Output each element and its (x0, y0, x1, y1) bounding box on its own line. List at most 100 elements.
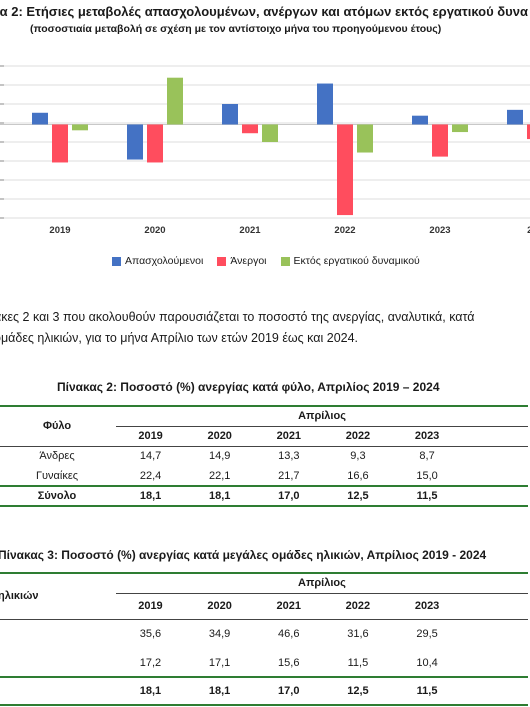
table-cell: 11,5 (416, 490, 438, 502)
legend-swatch-inactive (280, 256, 290, 266)
table-cell: 18,1 (208, 490, 231, 502)
table-cell: 12,5 (347, 685, 369, 697)
table2-total-row: Σύνολο 18,1 18,1 17,0 12,5 11,5 (0, 486, 528, 506)
table2-year: 2023 (414, 430, 440, 442)
table2-group-header: Απρίλιος (116, 406, 528, 427)
table-cell: 35,6 (139, 628, 162, 641)
table3-year: 2020 (207, 600, 232, 612)
x-tick-label: 202 (527, 225, 530, 236)
table3-total-label (0, 677, 116, 705)
table-cell: 16,6 (347, 469, 369, 482)
table-cell: 22,1 (208, 469, 231, 482)
table-cell: 21,7 (278, 469, 300, 482)
table-row: Γυναίκες 22,4 22,1 21,7 16,6 15,0 (0, 466, 528, 486)
bar-2022-series-1 (337, 124, 353, 216)
legend-swatch-employed (112, 256, 121, 266)
table2-year-row: 2019 2020 2021 2022 2023 (0, 426, 528, 446)
table-cell: 17,1 (208, 656, 231, 669)
table3-group-header: Απρίλιος (115, 573, 528, 594)
table3-year: 2023 (414, 600, 440, 612)
table-cell: 17,0 (278, 490, 300, 502)
table-cell: 18,1 (139, 685, 162, 697)
bar-2020-series-0 (127, 124, 143, 160)
chart-title: ια 2: Ετήσιες μεταβολές απασχολουμένων, … (0, 4, 528, 19)
bar-2021-series-1 (242, 124, 258, 134)
bar-202-series-0 (507, 109, 523, 125)
table2-year: 2021 (276, 430, 302, 442)
table-cell: 17,0 (278, 685, 300, 697)
bar-chart: 2019 2020 2021 2022 2023 202 (0, 65, 530, 236)
table-cell: 18,1 (139, 490, 162, 502)
table-cell: 8,7 (419, 450, 435, 463)
table-cell: 10,4 (416, 656, 438, 669)
bar-2023-series-0 (412, 115, 428, 125)
table3-title: Πίνακας 3: Ποσοστό (%) ανεργίας κατά μεγ… (0, 548, 487, 562)
bar-2023-series-2 (452, 124, 468, 133)
bar-2022-series-2 (357, 124, 373, 153)
table2-total-label: Σύνολο (37, 490, 77, 502)
x-tick-label: 2023 (429, 225, 450, 236)
table3-group-row: ηλικιών Απρίλιος (0, 573, 528, 602)
paragraph-line-1: ακες 2 και 3 που ακολουθούν παρουσιάζετα… (0, 310, 475, 324)
table2-group-row: Φύλο Απρίλιος (0, 406, 528, 432)
legend-label-inactive: Εκτός εργατικού δυναμικού (293, 255, 420, 267)
x-tick-label: 2020 (144, 225, 165, 236)
table-cell: 14,7 (139, 450, 162, 463)
table2-row-header: Φύλο (42, 420, 72, 433)
legend-item-inactive: Εκτός εργατικού δυναμικού (280, 255, 420, 267)
table-cell: 17,2 (139, 656, 162, 669)
table2-row-label: Άνδρες (39, 450, 75, 463)
x-tick-label: 2021 (239, 225, 261, 236)
legend-swatch-unemployed (217, 256, 227, 266)
table-row: 17,2 17,1 15,6 11,5 10,4 (0, 649, 528, 677)
table3-year: 2021 (276, 600, 301, 612)
table-cell: 12,5 (347, 490, 369, 502)
table3-year-row: 2019 2020 2021 2022 2023 (0, 593, 528, 619)
table3-year: 2022 (345, 600, 371, 612)
bar-2023-series-1 (432, 124, 448, 157)
x-tick-label: 2019 (49, 225, 70, 236)
table-row: Άνδρες 14,7 14,9 13,3 9,3 8,7 (0, 446, 528, 466)
table2-year: 2022 (345, 430, 371, 442)
table3-total-row: 18,1 18,1 17,0 12,5 11,5 (0, 677, 528, 705)
table-cell: 46,6 (278, 628, 300, 641)
bar-2019-series-1 (52, 124, 68, 163)
bar-2020-series-1 (147, 124, 163, 163)
table-row: 35,6 34,9 46,6 31,6 29,5 (0, 619, 528, 649)
bar-2021-series-0 (222, 104, 238, 125)
table3-row-header: ηλικιών (0, 590, 39, 603)
table-cell: 14,9 (208, 450, 231, 463)
bar-202-series-1 (527, 124, 530, 140)
chart-legend: Απασχολούμενοι Άνεργοι Εκτός εργατικού δ… (112, 255, 420, 267)
table-cell: 22,4 (139, 469, 162, 482)
bar-2020-series-2 (167, 77, 183, 125)
body-paragraph: ακες 2 και 3 που ακολουθούν παρουσιάζετα… (0, 307, 530, 349)
legend-item-employed: Απασχολούμενοι (112, 255, 203, 267)
chart-subtitle: (ποσοστιαία μεταβολή σε σχέση με τον αντ… (30, 23, 442, 35)
x-tick-label: 2022 (334, 225, 355, 236)
table-cell: 11,5 (347, 656, 369, 669)
table2-title: Πίνακας 2: Ποσοστό (%) ανεργίας κατά φύλ… (57, 380, 440, 394)
table2: Φύλο Απρίλιος 2019 2020 2021 2022 2023 Ά… (0, 405, 528, 507)
table3-year: 2019 (138, 600, 163, 612)
paragraph-line-2: ομάδες ηλικιών, για το μήνα Απρίλιο των … (0, 331, 359, 345)
bar-2019-series-0 (32, 112, 48, 125)
legend-label-employed: Απασχολούμενοι (125, 255, 204, 267)
table-cell: 29,5 (416, 628, 438, 641)
table2-row-label: Γυναίκες (35, 469, 79, 482)
table2-year: 2020 (207, 430, 232, 442)
legend-label-unemployed: Άνεργοι (230, 255, 267, 267)
table-cell: 11,5 (416, 685, 438, 697)
bar-2019-series-2 (72, 124, 88, 131)
bar-2021-series-2 (262, 124, 278, 142)
table3-row-label (0, 619, 116, 649)
bar-2022-series-0 (317, 83, 333, 125)
table2-year: 2019 (138, 430, 163, 442)
table3-row-label (0, 649, 116, 677)
table-cell: 15,6 (278, 656, 300, 669)
table-cell: 15,0 (416, 469, 438, 482)
table-cell: 31,6 (347, 628, 369, 641)
table-cell: 18,1 (208, 685, 231, 697)
table-cell: 34,9 (208, 628, 231, 641)
table-cell: 13,3 (278, 450, 300, 463)
